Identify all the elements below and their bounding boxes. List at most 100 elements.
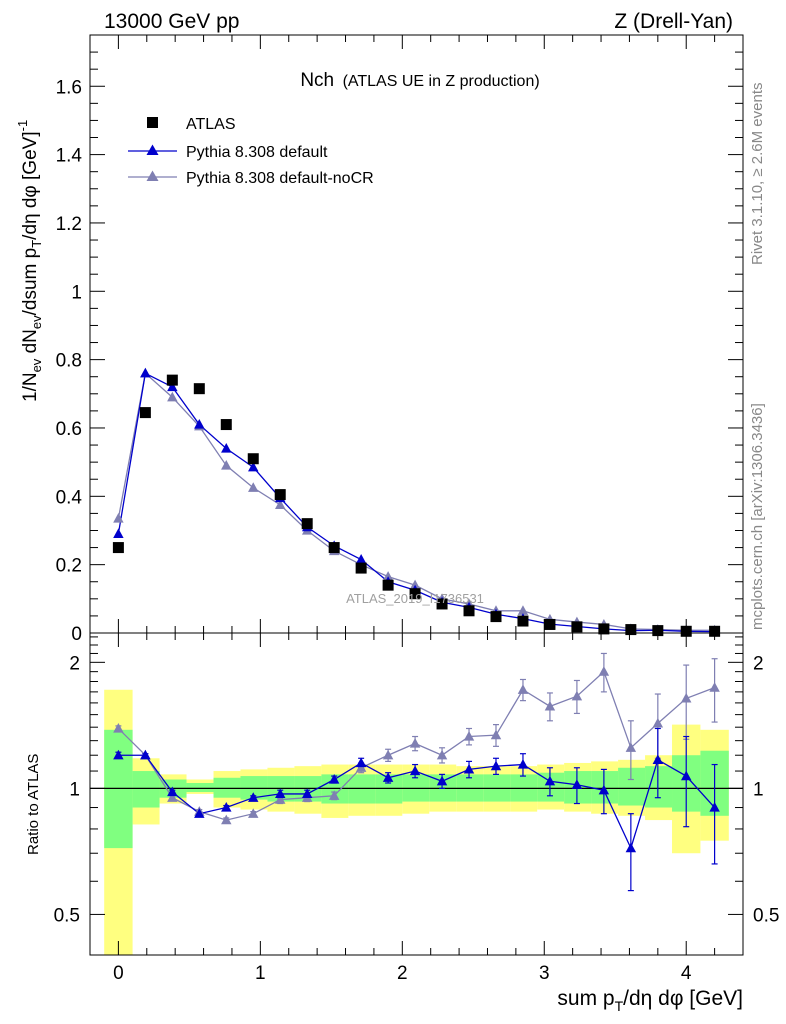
header-left: 13000 GeV pp: [104, 10, 239, 33]
ratio-band-inner: [537, 772, 565, 802]
ratio-default-point: [382, 772, 394, 782]
ratio-nocr-point: [409, 737, 421, 748]
ratio-data-layer: [90, 652, 743, 955]
ratio-default-point: [328, 774, 340, 784]
xlabel: sum pT/dη dφ [GeV]: [557, 987, 743, 1014]
header-right: Z (Drell-Yan): [614, 10, 733, 33]
ratio-nocr-point: [463, 731, 475, 741]
legend-atlas-label: ATLAS: [186, 116, 236, 133]
main-default-point: [221, 442, 232, 453]
watermark: ATLAS_2019_I1736531: [346, 591, 484, 606]
ratio-nocr-point: [113, 722, 124, 733]
main-ytick-label: 1.6: [56, 77, 82, 98]
ratio-default-point: [221, 802, 232, 812]
main-data-layer: [112, 367, 721, 637]
main-atlas-point: [220, 419, 232, 431]
main-ytick-label: 0.4: [56, 487, 83, 508]
svg-text:Nch (ATLAS UE in Z pro: Nch (ATLAS UE in Z production): [300, 70, 539, 91]
plot-subtitle: (ATLAS UE in Z production): [343, 73, 540, 90]
ratio-default-point: [355, 757, 367, 768]
main-panel: ATLAS_2019_I1736531 0 0.2 0.4 0.6 0.8 1 1.2 1.4…: [56, 34, 744, 645]
ratio-default-point: [517, 759, 529, 769]
ratio-nocr-point: [680, 692, 692, 703]
main-default-point: [167, 381, 178, 392]
main-axes: 0 0.2 0.4 0.6 0.8 1 1.2 1.4 1.6: [56, 35, 743, 645]
main-default-point: [248, 461, 259, 472]
main-default-point: [355, 554, 367, 564]
main-nocr-point: [113, 513, 124, 523]
plot-title: Nch (ATLAS UE in Z production): [300, 70, 539, 91]
main-ytick-label: 1.4: [56, 146, 83, 167]
main-nocr-point: [382, 571, 394, 581]
main-atlas-point: [544, 618, 556, 630]
ratio-ytick-label: 2: [69, 653, 80, 674]
ratio-frame: [89, 632, 744, 956]
main-atlas-point: [598, 623, 610, 635]
ratio-default-point: [140, 749, 151, 760]
main-atlas-point: [409, 588, 421, 600]
legend-atlas-marker: [147, 117, 158, 128]
ratio-band-inner: [618, 767, 646, 806]
ratio-default-point: [598, 784, 610, 795]
ratio-axes: 0.5 0.5 1 1 2 2 0 1 2 3 4: [54, 633, 779, 984]
main-ytick-label: 0: [71, 624, 82, 645]
ratio-default-point: [167, 786, 178, 797]
ratio-default-point: [409, 765, 421, 776]
ratio-default-point: [274, 788, 286, 799]
ratio-nocr-point: [544, 700, 556, 711]
ratio-nocr-point: [652, 717, 664, 728]
mcplots-label: mcplots.cern.ch [arXiv:1306.3436]: [749, 403, 766, 630]
main-atlas-point: [571, 621, 583, 633]
main-atlas-point: [436, 598, 448, 610]
main-ytick-label: 0.6: [56, 419, 82, 440]
main-default-point: [140, 367, 151, 378]
ratio-nocr-point: [167, 792, 178, 802]
ratio-xtick-label: 3: [539, 963, 550, 984]
ratio-ytick-label-right: 1: [753, 779, 764, 800]
ratio-default-point: [436, 775, 448, 786]
main-nocr-point: [517, 605, 529, 615]
main-atlas-point: [517, 615, 529, 627]
ratio-nocr-point: [625, 742, 637, 752]
main-nocr-point: [221, 460, 232, 470]
legend-default-marker: [146, 144, 159, 155]
ratio-default-point: [680, 770, 692, 781]
main-ytick-label: 1: [71, 282, 82, 303]
main-atlas-point: [112, 542, 124, 554]
main-nocr-point: [409, 579, 421, 590]
main-default-point: [194, 419, 205, 429]
ratio-ytick-label: 1: [69, 779, 80, 800]
main-ylabel: 1/Nev dNev/dsum pT/dη dφ [GeV]-1: [15, 120, 44, 402]
main-default-point: [113, 528, 124, 539]
main-ytick-label: 0.2: [56, 556, 82, 577]
ratio-default-point: [709, 802, 720, 812]
ratio-default-point: [544, 775, 556, 786]
main-atlas-point: [328, 542, 340, 554]
main-nocr-point: [167, 391, 178, 402]
ratio-nocr-point: [517, 684, 529, 694]
ratio-nocr-point: [221, 814, 232, 825]
ratio-nocr-point: [598, 666, 610, 676]
ratio-nocr-point: [490, 729, 502, 740]
main-atlas-point: [193, 383, 205, 395]
legend-default-label: Pythia 8.308 default: [186, 144, 328, 161]
ratio-default-point: [248, 792, 259, 802]
ratio-nocr-point: [436, 749, 448, 760]
ratio-nocr-point: [382, 749, 394, 760]
main-atlas-point: [463, 605, 475, 617]
plot-title-main: Nch: [300, 70, 334, 91]
main-atlas-point: [382, 579, 394, 591]
main-atlas-point: [247, 453, 259, 465]
ratio-xtick-label: 1: [255, 963, 266, 984]
ratio-default-point: [490, 760, 502, 771]
ratio-nocr-point: [328, 790, 340, 800]
main-atlas-point: [274, 489, 286, 501]
ratio-default-point: [463, 763, 475, 774]
ratio-default-point: [571, 779, 583, 789]
ratio-panel: 0.5 0.5 1 1 2 2 0 1 2 3 4: [54, 632, 779, 984]
main-atlas-point: [301, 518, 313, 530]
ratio-ytick-label-right: 0.5: [753, 905, 779, 926]
ratio-nocr-point: [248, 808, 259, 818]
legend: ATLAS Pythia 8.308 default Pythia 8.308 …: [128, 116, 374, 187]
legend-nocr-label: Pythia 8.308 default-noCR: [186, 170, 374, 187]
